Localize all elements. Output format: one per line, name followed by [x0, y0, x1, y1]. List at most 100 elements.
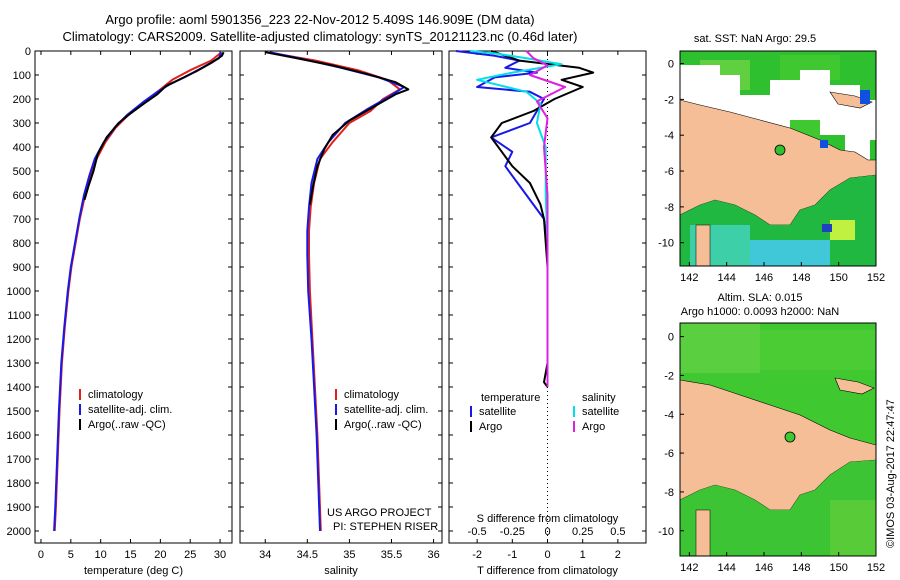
y-tick-label: 1500: [7, 406, 31, 418]
map-x-tick-label: 152: [867, 272, 885, 284]
y-tick-label: 200: [13, 94, 31, 106]
map-y-tick-label: -8: [664, 487, 674, 499]
temperature-profile-frame: [34, 50, 233, 544]
y-tick-label: 500: [13, 166, 31, 178]
legend-group-title: salinity: [582, 392, 616, 404]
y-tick-label: 1400: [7, 382, 31, 394]
y-tick-label: 1600: [7, 430, 31, 442]
project-annotation: US ARGO PROJECT: [327, 507, 432, 519]
x-tick-label: 2: [615, 549, 621, 561]
x-tick-label: 5: [68, 549, 74, 561]
map-x-tick-label: 148: [792, 272, 810, 284]
salinity-profile-xlabel: salinity: [324, 565, 358, 577]
y-tick-label: 600: [13, 190, 31, 202]
map-x-tick-label: 152: [867, 562, 885, 574]
map-y-tick-label: 0: [668, 332, 674, 344]
x-tick-label: 36: [427, 549, 439, 561]
salinity-profile: 34 34.5 35 35.5 36 salinity climatology satelli…: [239, 50, 443, 577]
legend-label: Argo: [582, 421, 605, 433]
legend-label: Argo: [479, 421, 502, 433]
x-tick-label: 34.5: [297, 549, 318, 561]
map-y-tick-label: -2: [664, 94, 674, 106]
legend-group-title: temperature: [481, 392, 540, 404]
x-tick-label: 30: [214, 549, 226, 561]
map-y-tick-label: -10: [658, 526, 674, 538]
map-x-tick-label: 142: [680, 562, 698, 574]
y-tick-label: 1100: [7, 310, 31, 322]
map-y-tick-label: -4: [664, 409, 674, 421]
profile-panels: 0100200300400500600700800900100011001200…: [7, 46, 647, 577]
y-tick-label: 2000: [7, 526, 31, 538]
x-tick-label: 34: [259, 549, 271, 561]
sst-map-yaxis: 0 -2 -4 -6 -8 -10: [658, 59, 684, 250]
sla-map: Altim. SLA: 0.015 Argo h1000: 0.0093 h20…: [658, 292, 885, 574]
x-tick-label: 10: [95, 549, 107, 561]
x-tick-label: 0: [38, 549, 44, 561]
y-tick-label: 400: [13, 142, 31, 154]
sst-map-title: sat. SST: NaN Argo: 29.5: [694, 33, 816, 45]
map-y-tick-label: -10: [658, 238, 674, 250]
map-x-tick-label: 146: [755, 562, 773, 574]
imos-credit: ©IMOS 03-Aug-2017 22:47:47: [885, 399, 897, 548]
legend-label: satellite-adj. clim.: [344, 404, 428, 416]
map-y-tick-label: -6: [664, 448, 674, 460]
x-tick-label: 25: [184, 549, 196, 561]
map-x-tick-label: 150: [829, 272, 847, 284]
map-x-tick-label: 144: [717, 272, 735, 284]
x-tick-label: 15: [124, 549, 136, 561]
x-top-tick-label: 0: [544, 526, 550, 538]
map-x-tick-label: 148: [792, 562, 810, 574]
x-top-tick-label: -0.5: [468, 526, 487, 538]
x-tick-label: 1: [580, 549, 586, 561]
temperature-profile-xlabel: temperature (deg C): [84, 565, 183, 577]
pi-annotation: PI: STEPHEN RISER: [333, 521, 438, 533]
sla-map-title-line2: Argo h1000: 0.0093 h2000: NaN: [681, 306, 839, 318]
y-tick-label: 1700: [7, 454, 31, 466]
y-tick-label: 300: [13, 118, 31, 130]
x-tick-label: 35: [343, 549, 355, 561]
x-tick-label: -1: [507, 549, 517, 561]
x-tick-label: 20: [154, 549, 166, 561]
legend-label: Argo(..raw -QC): [88, 419, 166, 431]
map-x-tick-label: 150: [829, 562, 847, 574]
x-top-tick-label: -0.25: [500, 526, 525, 538]
map-y-tick-label: -6: [664, 166, 674, 178]
map-y-tick-label: 0: [668, 59, 674, 71]
legend-label: Argo(..raw -QC): [344, 419, 422, 431]
sst-map-xaxis: 142 144 146 148 150 152: [680, 262, 885, 284]
map-x-tick-label: 146: [755, 272, 773, 284]
x-top-tick-label: 0.25: [572, 526, 593, 538]
y-tick-label: 100: [13, 70, 31, 82]
series-line-argo: [83, 51, 225, 201]
y-tick-label: 1800: [7, 478, 31, 490]
figure-title-line2: Climatology: CARS2009. Satellite-adjuste…: [62, 29, 578, 44]
sst-map: sat. SST: NaN Argo: 29.5 142 144 146 148 150…: [658, 33, 885, 284]
map-x-tick-label: 144: [717, 562, 735, 574]
difference-profile-xlabel: T difference from climatology: [477, 565, 618, 577]
x-tick-label: 0: [544, 549, 550, 561]
x-tick-label: 35.5: [381, 549, 402, 561]
difference-top-xlabel: S difference from climatology: [477, 513, 619, 525]
sla-map-frame: [679, 322, 877, 557]
y-tick-label: 1300: [7, 358, 31, 370]
y-tick-label: 700: [13, 214, 31, 226]
map-y-tick-label: -4: [664, 130, 674, 142]
y-tick-label: 1200: [7, 334, 31, 346]
difference-profile: -2 -1 0 1 2 T difference from climatology -0.5…: [448, 50, 647, 577]
legend-label: climatology: [344, 389, 400, 401]
y-tick-label: 1000: [7, 286, 31, 298]
map-x-tick-label: 142: [680, 272, 698, 284]
salinity-profile-frame: [239, 50, 443, 544]
map-y-tick-label: -8: [664, 202, 674, 214]
sla-map-yaxis: 0 -2 -4 -6 -8 -10: [658, 332, 684, 538]
temperature-profile: 0100200300400500600700800900100011001200…: [7, 46, 233, 577]
figure-title-line1: Argo profile: aoml 5901356_223 22-Nov-20…: [105, 12, 535, 27]
map-y-tick-label: -2: [664, 370, 674, 382]
series-line-argo_salinity: [525, 50, 567, 387]
legend-label: satellite-adj. clim.: [88, 404, 172, 416]
y-tick-label: 1900: [7, 502, 31, 514]
x-top-tick-label: 0.5: [610, 526, 625, 538]
y-tick-label: 900: [13, 262, 31, 274]
legend-label: satellite: [582, 406, 619, 418]
